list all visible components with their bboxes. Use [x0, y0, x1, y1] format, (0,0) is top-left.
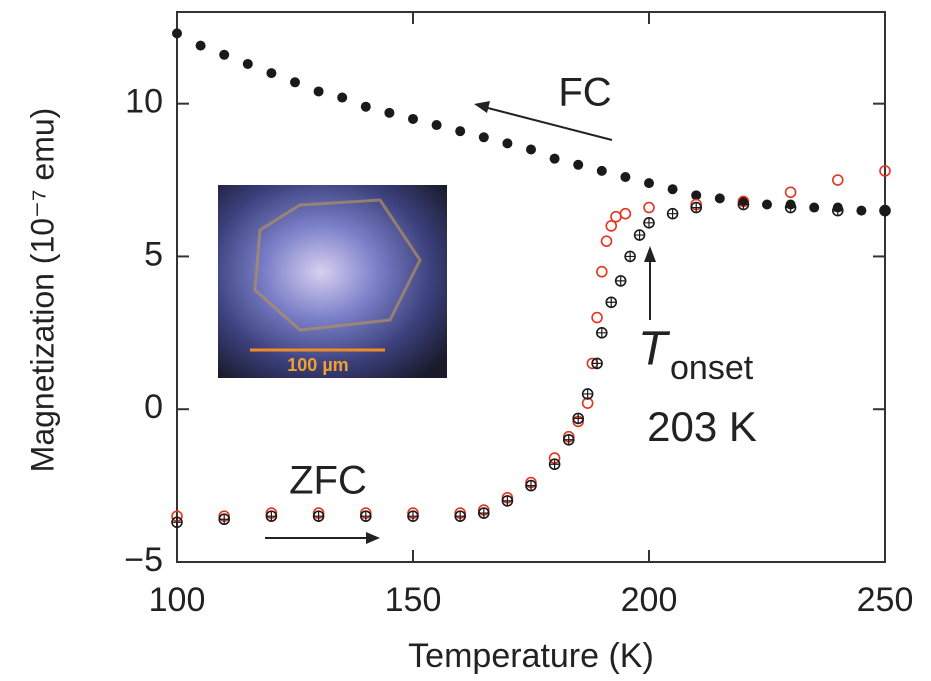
point	[762, 200, 772, 210]
point	[526, 145, 536, 155]
point	[597, 166, 607, 176]
scale-bar-label: 100 µm	[287, 355, 348, 375]
y-tick-label: −5	[124, 541, 163, 579]
onset-value: 203 K	[647, 403, 757, 450]
fc-arrowhead	[474, 101, 490, 113]
fc-label: FC	[558, 71, 611, 115]
t-symbol: T	[638, 323, 671, 376]
x-axis-label: Temperature (K)	[408, 637, 654, 675]
point	[644, 203, 654, 213]
zfc-label: ZFC	[289, 459, 367, 503]
point	[314, 86, 324, 96]
onset-arrowhead	[644, 246, 656, 262]
point	[809, 203, 819, 213]
x-tick-label: 150	[385, 581, 442, 619]
point	[856, 206, 866, 216]
point	[592, 313, 602, 323]
y-axis-label: Magnetization (10⁻⁷ emu)	[24, 108, 60, 473]
point	[502, 138, 512, 148]
zfc-arrowhead	[366, 532, 380, 544]
x-tick-label: 200	[621, 581, 678, 619]
point	[455, 126, 465, 136]
x-tick-label: 250	[857, 581, 914, 619]
point	[786, 187, 796, 197]
point	[172, 28, 182, 38]
x-tick-label: 100	[149, 581, 206, 619]
point	[337, 93, 347, 103]
point	[597, 267, 607, 277]
point	[715, 193, 725, 203]
point	[833, 175, 843, 185]
t-subscript: onset	[670, 349, 754, 387]
point	[479, 132, 489, 142]
point	[290, 77, 300, 87]
chart: 100 µm Temperature (K) Magnetization (10…	[0, 0, 931, 681]
point	[432, 120, 442, 130]
point	[668, 184, 678, 194]
y-tick-label: 0	[144, 388, 163, 426]
point	[384, 108, 394, 118]
point	[644, 178, 654, 188]
point	[243, 59, 253, 69]
point	[196, 41, 206, 51]
inset-photo: 100 µm	[218, 185, 447, 378]
y-tick-label: 10	[125, 83, 163, 121]
point	[611, 212, 621, 222]
point	[573, 160, 583, 170]
point	[550, 154, 560, 164]
y-tick-label: 5	[144, 235, 163, 273]
point	[620, 209, 630, 219]
point	[361, 102, 371, 112]
point	[620, 172, 630, 182]
point	[602, 236, 612, 246]
point	[408, 114, 418, 124]
point	[219, 50, 229, 60]
point	[266, 68, 276, 78]
